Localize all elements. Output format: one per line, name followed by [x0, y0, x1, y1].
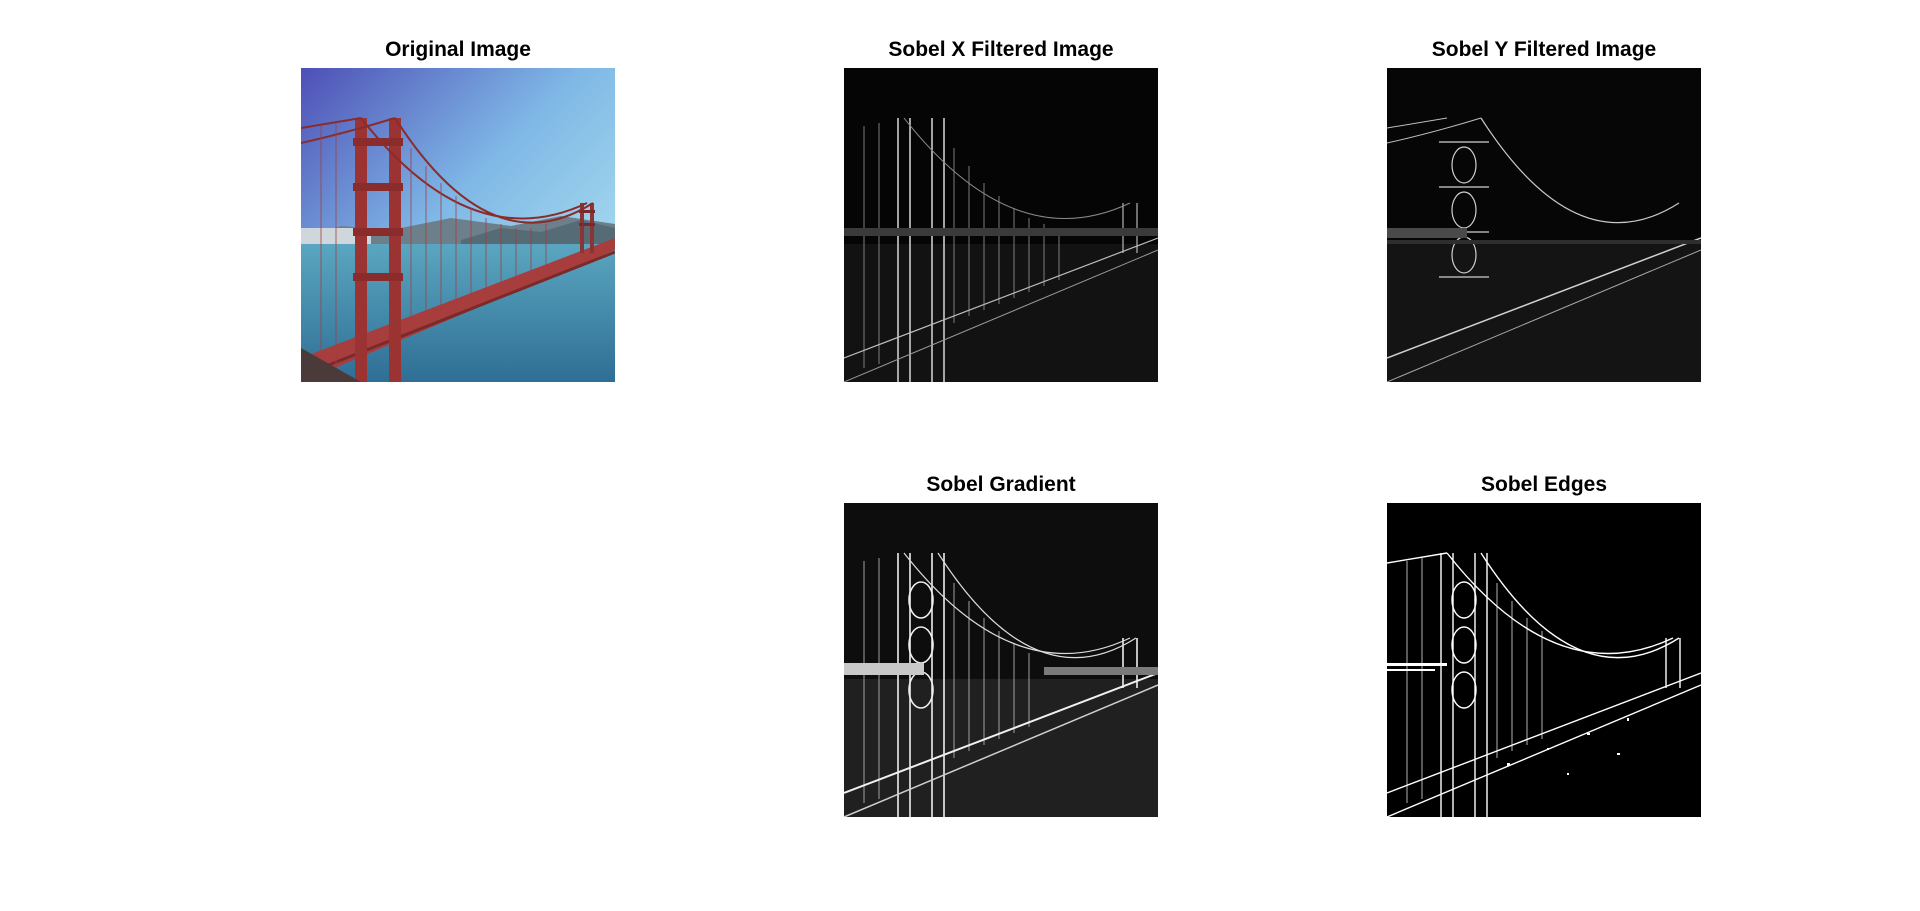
sobel-edges-image: [1387, 503, 1701, 817]
sobel-y-svg: [1387, 68, 1701, 382]
sobel-gradient-image: [844, 503, 1158, 817]
panel-title-sobel-y: Sobel Y Filtered Image: [1431, 38, 1657, 61]
original-photo-svg: [301, 68, 615, 382]
sobel-edges-svg: [1387, 503, 1701, 817]
panel-title-sobel-x: Sobel X Filtered Image: [888, 38, 1114, 61]
sobel-y-image: [1387, 68, 1701, 382]
sobel-x-svg: [844, 68, 1158, 382]
original-image: [301, 68, 615, 382]
panel-title-gradient: Sobel Gradient: [926, 473, 1076, 496]
panel-title-edges: Sobel Edges: [1480, 473, 1608, 496]
sobel-gradient-svg: [844, 503, 1158, 817]
sobel-x-image: [844, 68, 1158, 382]
panel-title-original: Original Image: [385, 38, 531, 61]
